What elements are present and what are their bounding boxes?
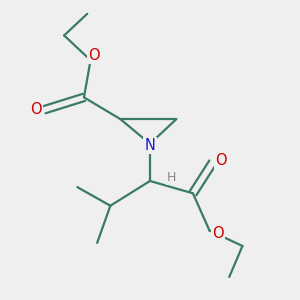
Text: N: N: [145, 138, 155, 153]
Text: O: O: [88, 48, 100, 63]
Text: O: O: [215, 153, 227, 168]
Text: O: O: [30, 102, 42, 117]
Text: O: O: [212, 226, 224, 241]
Text: H: H: [167, 171, 176, 184]
